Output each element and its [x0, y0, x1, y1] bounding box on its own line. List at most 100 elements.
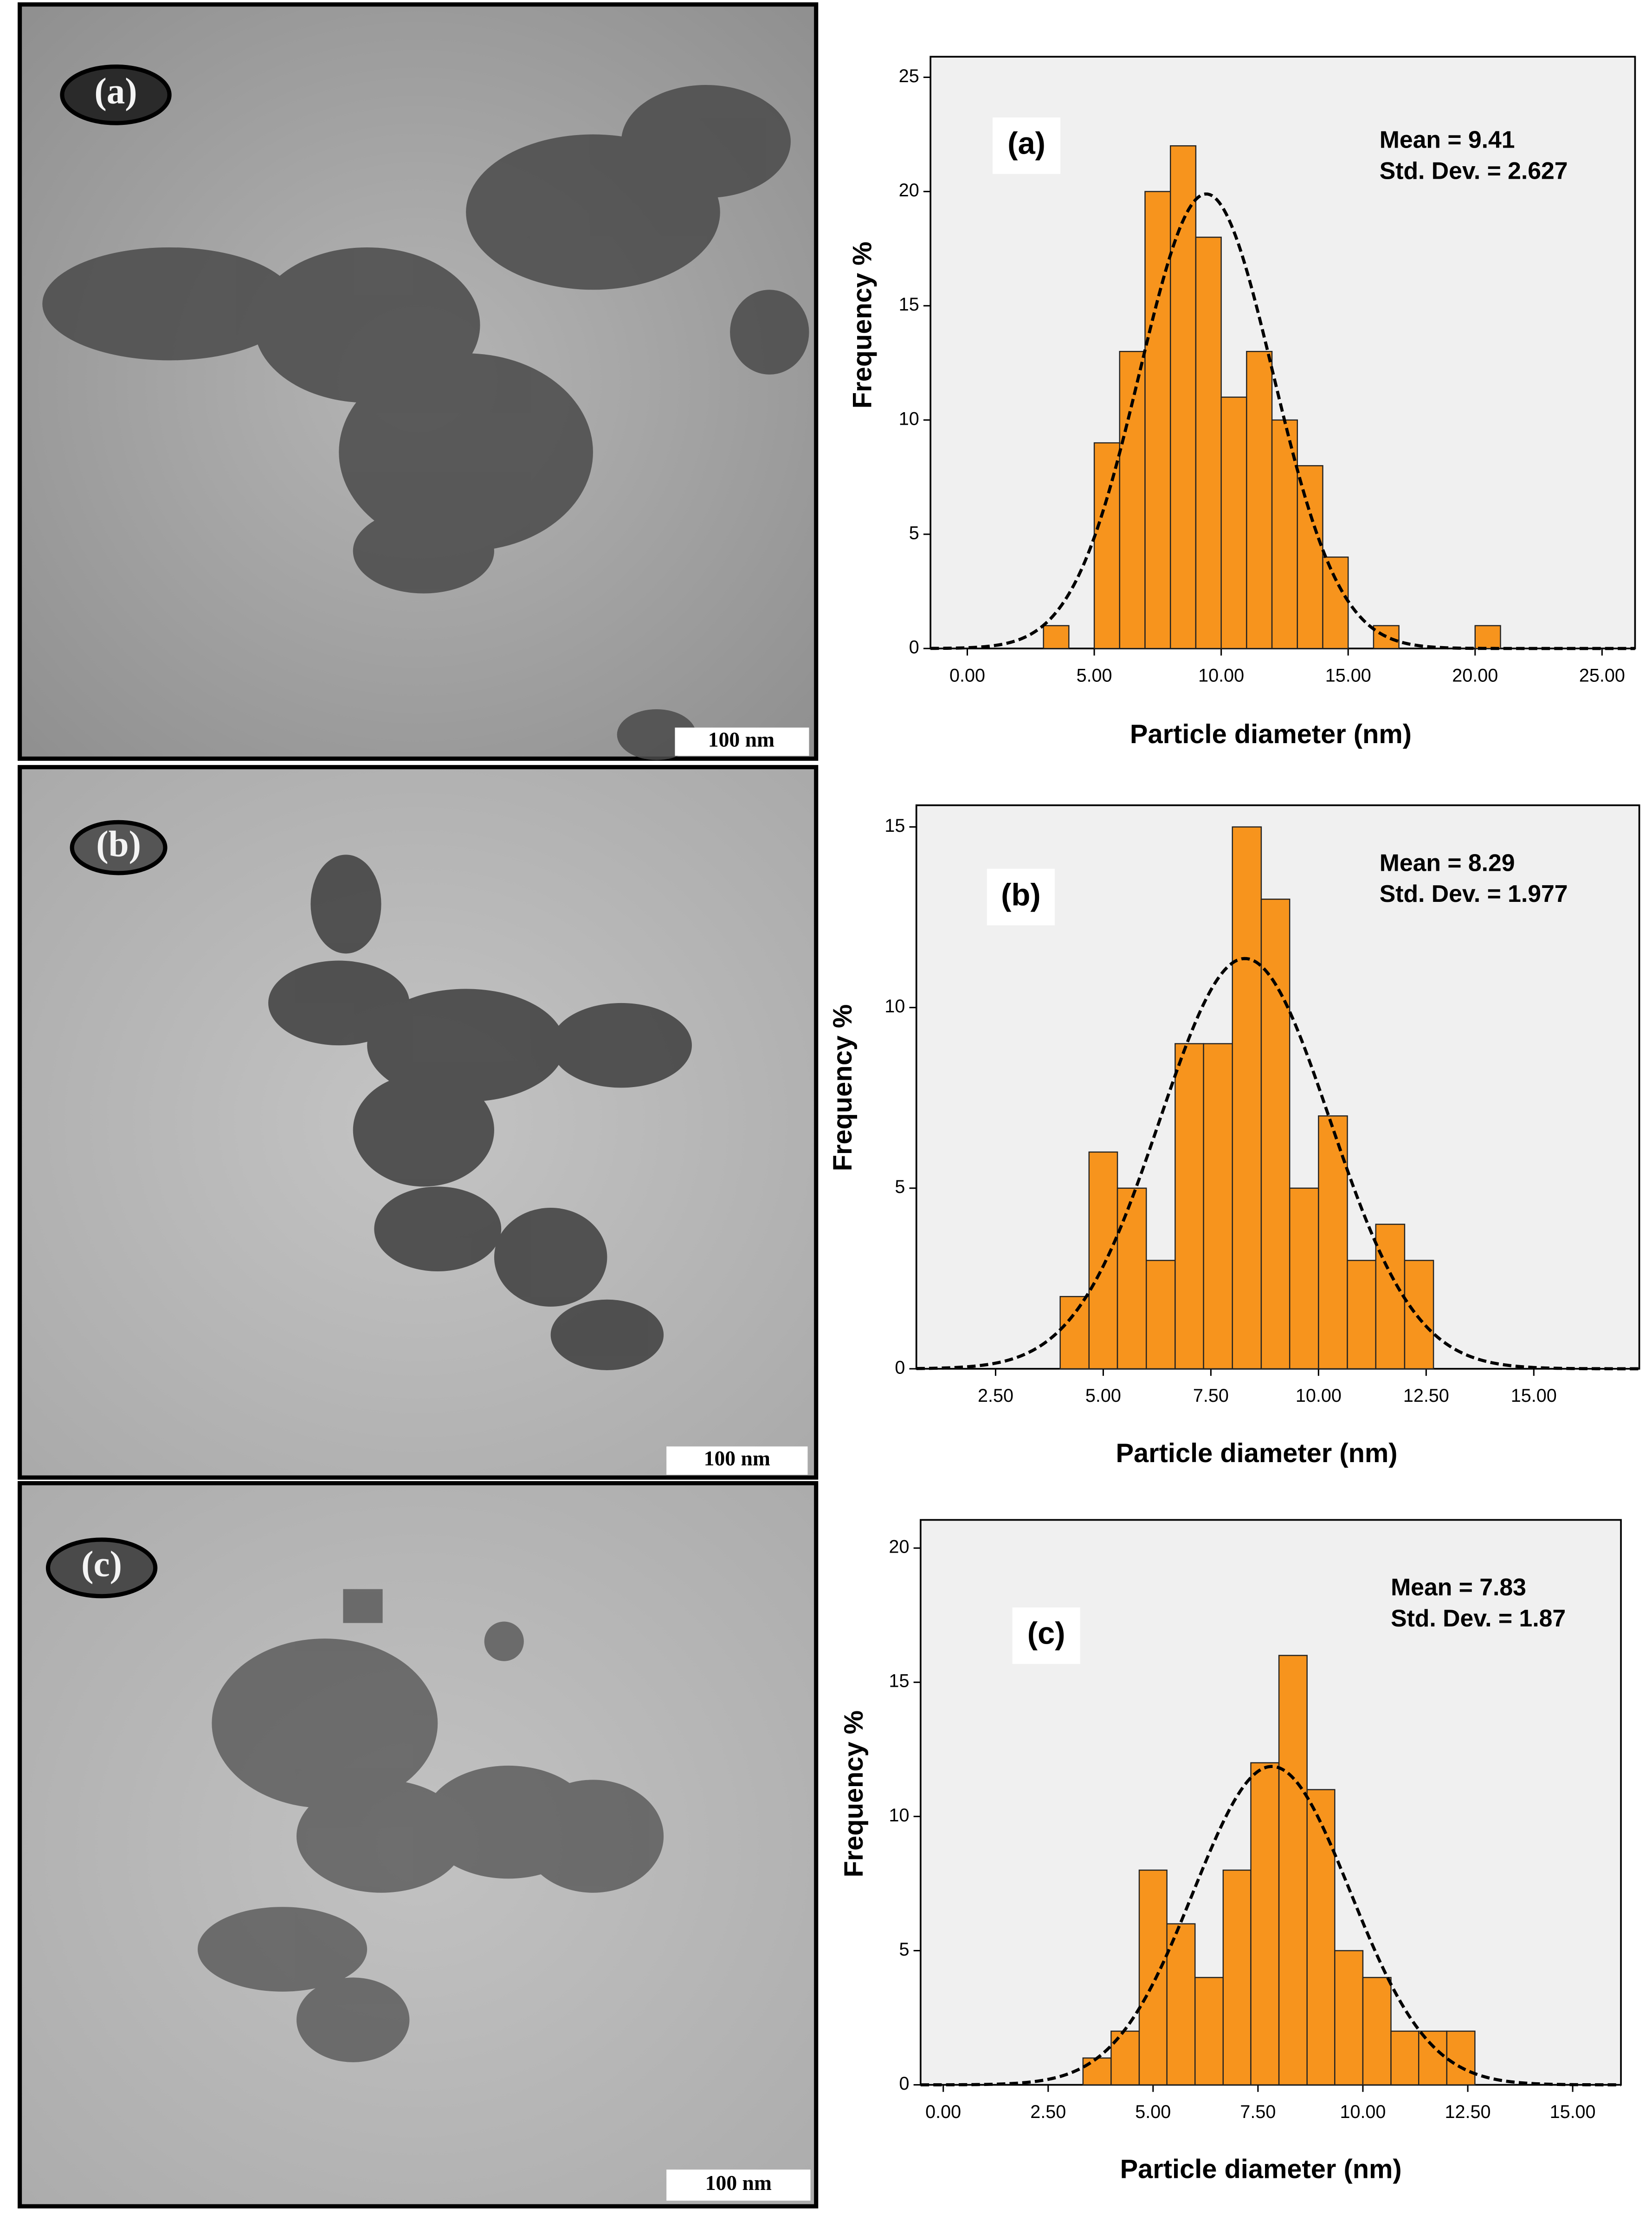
- y-tick-label: 20: [889, 1537, 910, 1557]
- image-label: (b): [96, 824, 141, 864]
- x-tick-label: 10.00: [1198, 665, 1244, 686]
- bar: [1093, 442, 1121, 649]
- fit-curve: [920, 1765, 1621, 2086]
- x-tick-label: 0.00: [949, 665, 985, 686]
- y-tick-label: 10: [884, 996, 905, 1017]
- bar: [1246, 350, 1273, 649]
- stat-label: Std. Dev. = 2.627: [1380, 157, 1568, 184]
- stat-label: Mean = 9.41: [1380, 126, 1515, 153]
- x-tick-label: 15.00: [1550, 2102, 1596, 2122]
- bar: [1362, 1977, 1392, 2085]
- x-tick-label: 5.00: [1135, 2102, 1171, 2122]
- x-tick-label: 15.00: [1511, 1386, 1557, 1406]
- bar: [1166, 1923, 1196, 2085]
- tem-image: [18, 765, 819, 1480]
- bar: [1474, 625, 1501, 649]
- y-tick-label: 15: [899, 294, 919, 315]
- bar: [1194, 1977, 1224, 2085]
- bar: [1116, 1187, 1147, 1370]
- x-tick-label: 2.50: [1030, 2102, 1066, 2122]
- bar: [1220, 396, 1247, 649]
- bar: [1404, 1260, 1434, 1370]
- y-tick-label: 5: [899, 1939, 910, 1960]
- x-tick-label: 15.00: [1325, 665, 1371, 686]
- y-tick-label: 15: [889, 1671, 910, 1691]
- bar: [1174, 1043, 1204, 1370]
- x-tick-label: 5.00: [1085, 1386, 1121, 1406]
- panel-label: (c): [1027, 1616, 1065, 1651]
- panel-label-box: [1012, 1607, 1080, 1664]
- x-tick-label: 10.00: [1296, 1386, 1342, 1406]
- bar: [1119, 350, 1146, 649]
- scale-bar-label: 100 nm: [705, 2171, 772, 2195]
- bar: [1203, 1043, 1233, 1370]
- bar: [1082, 2057, 1112, 2085]
- image-label: (a): [94, 71, 137, 112]
- stat-label: Std. Dev. = 1.977: [1380, 880, 1568, 907]
- panel-label-box: [993, 117, 1061, 174]
- x-tick-label: 25.00: [1579, 665, 1625, 686]
- y-tick-label: 20: [899, 180, 919, 201]
- bar: [1145, 1260, 1176, 1370]
- bar: [1250, 1762, 1280, 2085]
- x-tick-label: 7.50: [1240, 2102, 1276, 2122]
- scale-bar-label: 100 nm: [708, 727, 774, 751]
- y-tick-label: 15: [884, 816, 905, 836]
- bar: [1195, 236, 1222, 649]
- stat-label: Mean = 8.29: [1380, 849, 1515, 876]
- bar: [1144, 191, 1171, 649]
- bar: [1446, 2030, 1476, 2085]
- x-tick-label: 2.50: [978, 1386, 1013, 1406]
- x-tick-label: 5.00: [1077, 665, 1112, 686]
- bar: [1138, 1869, 1168, 2085]
- bar: [1043, 625, 1070, 649]
- bar: [1418, 2030, 1448, 2085]
- stat-label: Std. Dev. = 1.87: [1391, 1605, 1566, 1632]
- bar: [1232, 826, 1262, 1370]
- fit-curve: [930, 192, 1635, 650]
- tem-image: [18, 2, 819, 761]
- scale-bar-label: 100 nm: [704, 1446, 770, 1470]
- tem-image: [18, 1481, 819, 2209]
- y-tick-label: 5: [895, 1177, 905, 1197]
- x-axis-label: Particle diameter (nm): [1116, 1438, 1397, 1468]
- bar: [1375, 1224, 1406, 1370]
- bar: [1390, 2030, 1420, 2085]
- x-tick-label: 10.00: [1340, 2102, 1386, 2122]
- bar: [1306, 1789, 1336, 2085]
- y-tick-label: 0: [909, 637, 919, 658]
- y-tick-label: 0: [895, 1357, 905, 1378]
- bar: [1222, 1869, 1252, 2085]
- bar: [1088, 1151, 1118, 1370]
- panel-label: (a): [1007, 126, 1045, 161]
- bar: [1318, 1115, 1348, 1370]
- y-tick-label: 0: [899, 2073, 910, 2094]
- bar: [1278, 1655, 1308, 2085]
- panel-label: (b): [1001, 877, 1040, 912]
- bar: [1347, 1260, 1376, 1370]
- bar: [1289, 1187, 1319, 1370]
- y-axis-label: Frequency %: [828, 1004, 858, 1172]
- bar: [1334, 1950, 1364, 2085]
- y-tick-label: 25: [899, 66, 919, 86]
- x-tick-label: 20.00: [1452, 665, 1498, 686]
- bar: [1059, 1296, 1090, 1370]
- x-axis-label: Particle diameter (nm): [1130, 719, 1412, 749]
- x-tick-label: 12.50: [1445, 2102, 1491, 2122]
- y-axis-label: Frequency %: [847, 241, 877, 408]
- y-tick-label: 10: [899, 408, 919, 429]
- bar: [1322, 556, 1349, 649]
- bar: [1169, 145, 1197, 649]
- panel-label-box: [987, 868, 1055, 926]
- y-tick-label: 5: [909, 523, 919, 543]
- x-tick-label: 7.50: [1193, 1386, 1229, 1406]
- y-tick-label: 10: [889, 1805, 910, 1826]
- image-label: (c): [81, 1544, 122, 1585]
- fit-curve: [916, 957, 1639, 1371]
- y-axis-label: Frequency %: [839, 1710, 869, 1878]
- x-tick-label: 12.50: [1403, 1386, 1449, 1406]
- bar: [1297, 465, 1323, 649]
- x-axis-label: Particle diameter (nm): [1120, 2154, 1402, 2184]
- bar: [1260, 898, 1291, 1370]
